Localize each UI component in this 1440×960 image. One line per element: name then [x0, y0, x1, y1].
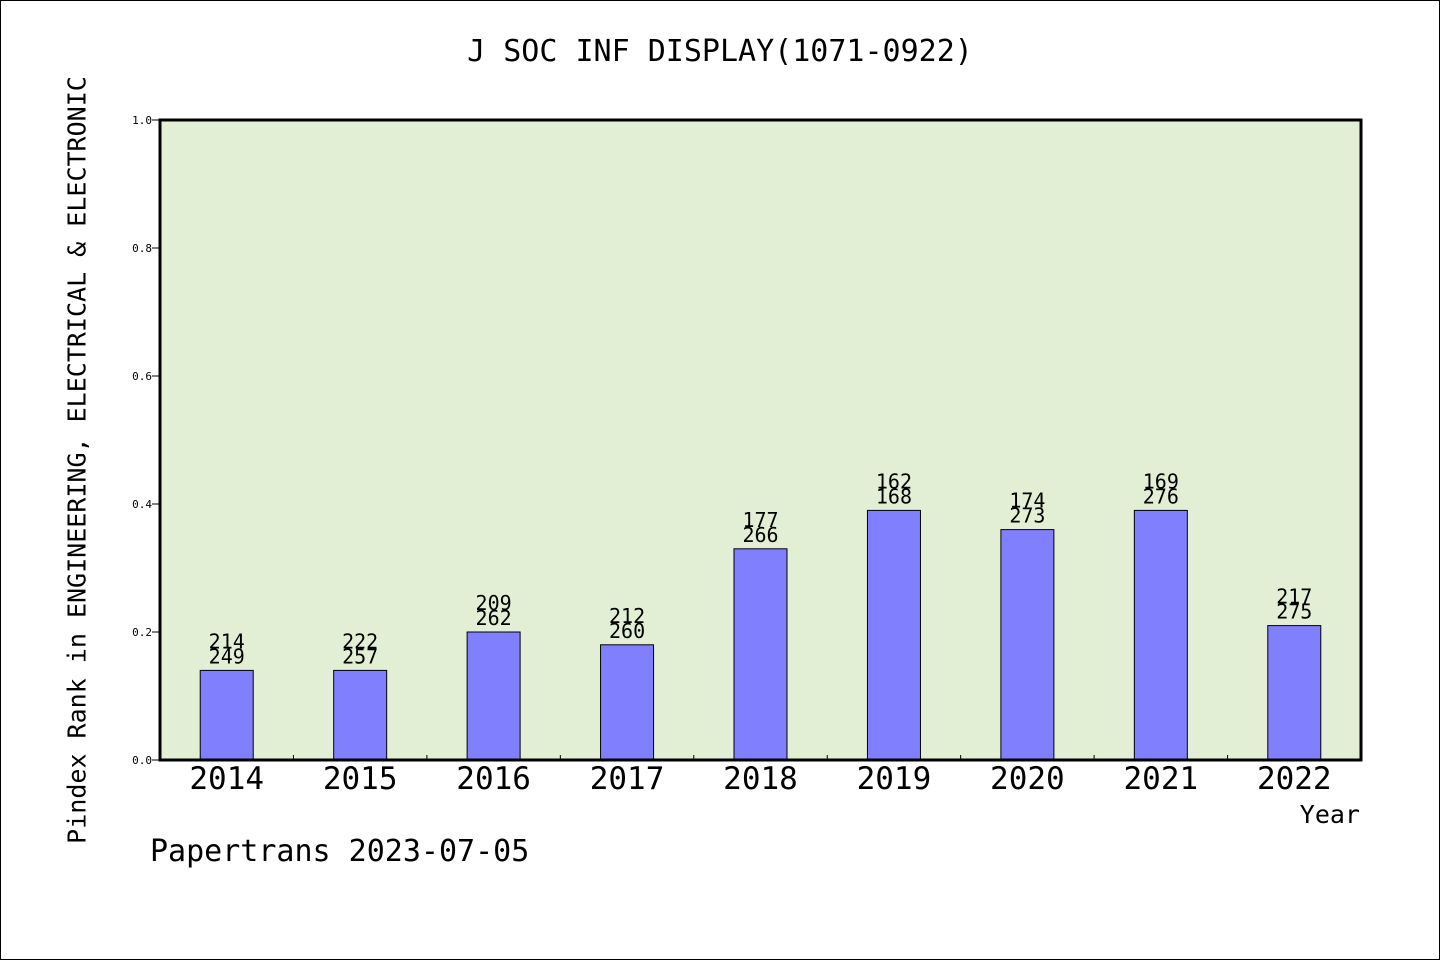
y-tick-label: 0.0 — [132, 754, 152, 767]
bar-label-bottom: 260 — [609, 619, 645, 643]
bar-label-bottom: 273 — [1009, 504, 1045, 528]
y-tick-label: 0.8 — [132, 242, 152, 255]
bar-label-top: 214 — [209, 629, 245, 653]
bar-label-bottom: 276 — [1143, 484, 1179, 508]
x-tick-label: 2021 — [1124, 761, 1199, 797]
x-tick-label: 2022 — [1257, 761, 1332, 797]
bar — [733, 548, 788, 761]
footer-credit: Papertrans 2023-07-05 — [150, 834, 530, 869]
x-axis-label: Year — [1299, 800, 1360, 829]
bar-label-bottom: 262 — [476, 606, 512, 630]
x-tick-label: 2019 — [857, 761, 932, 797]
bar-label-top: 162 — [876, 469, 912, 493]
bar-label-top: 177 — [742, 508, 778, 532]
y-tick-label: 1.0 — [132, 114, 152, 127]
bar — [1000, 529, 1055, 761]
bar-label-bottom: 257 — [342, 644, 378, 668]
bar — [199, 669, 254, 761]
y-tick-label: 0.6 — [132, 370, 152, 383]
bar — [1267, 625, 1322, 761]
bar-label-bottom: 266 — [742, 523, 778, 547]
bar-label-bottom: 275 — [1276, 600, 1312, 624]
y-tick-label: 0.4 — [132, 498, 152, 511]
bar — [866, 509, 921, 761]
bar — [466, 631, 521, 761]
x-tick-label: 2016 — [456, 761, 531, 797]
x-tick-label: 2017 — [590, 761, 665, 797]
bar-label-bottom: 168 — [876, 484, 912, 508]
chart-title: J SOC INF DISPLAY(1071-0922) — [467, 34, 973, 69]
x-tick-label: 2020 — [990, 761, 1065, 797]
x-tick-label: 2015 — [323, 761, 398, 797]
x-tick-label: 2018 — [723, 761, 798, 797]
y-tick-label: 0.2 — [132, 626, 152, 639]
bar — [1133, 509, 1188, 761]
bar-label-top: 174 — [1009, 489, 1045, 513]
plot-border — [158, 118, 1363, 762]
bar-label-top: 222 — [342, 629, 378, 653]
bar-label-top: 217 — [1276, 585, 1312, 609]
bar-label-top: 169 — [1143, 469, 1179, 493]
bar-label-top: 212 — [609, 604, 645, 628]
x-tick-label: 2014 — [189, 761, 264, 797]
bar-label-bottom: 249 — [209, 644, 245, 668]
bar — [600, 644, 655, 761]
bar — [333, 669, 388, 761]
bar-label-top: 209 — [476, 591, 512, 615]
